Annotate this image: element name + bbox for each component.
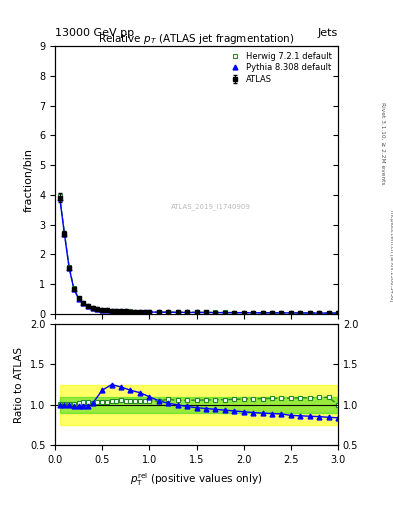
Herwig 7.2.1 default: [241, 310, 246, 316]
Herwig 7.2.1 default: [95, 306, 100, 312]
Line: Pythia 8.308 default: Pythia 8.308 default: [57, 196, 340, 315]
Herwig 7.2.1 default: [86, 303, 90, 309]
Herwig 7.2.1 default: [90, 305, 95, 311]
Herwig 7.2.1 default: [147, 309, 152, 315]
Herwig 7.2.1 default: [279, 310, 284, 316]
Pythia 8.308 default: [317, 310, 321, 316]
Herwig 7.2.1 default: [114, 308, 119, 314]
Pythia 8.308 default: [76, 296, 81, 302]
Pythia 8.308 default: [336, 310, 340, 316]
Pythia 8.308 default: [232, 310, 237, 316]
Pythia 8.308 default: [175, 309, 180, 315]
Herwig 7.2.1 default: [142, 309, 147, 315]
Herwig 7.2.1 default: [317, 310, 321, 316]
Text: mcplots.cern.ch [arXiv:1306.3436]: mcplots.cern.ch [arXiv:1306.3436]: [389, 210, 393, 302]
Pythia 8.308 default: [81, 301, 86, 307]
Herwig 7.2.1 default: [232, 309, 237, 315]
Title: Relative $p_{T}$ (ATLAS jet fragmentation): Relative $p_{T}$ (ATLAS jet fragmentatio…: [98, 32, 295, 46]
Herwig 7.2.1 default: [222, 309, 227, 315]
Line: Herwig 7.2.1 default: Herwig 7.2.1 default: [57, 194, 340, 315]
Y-axis label: fraction/bin: fraction/bin: [24, 148, 33, 212]
Pythia 8.308 default: [62, 231, 67, 237]
Pythia 8.308 default: [241, 310, 246, 316]
Herwig 7.2.1 default: [119, 308, 123, 314]
Herwig 7.2.1 default: [138, 309, 142, 315]
Pythia 8.308 default: [307, 310, 312, 316]
Herwig 7.2.1 default: [133, 309, 138, 315]
Pythia 8.308 default: [326, 310, 331, 316]
Pythia 8.308 default: [298, 310, 303, 316]
Pythia 8.308 default: [105, 307, 109, 313]
Herwig 7.2.1 default: [81, 300, 86, 306]
Pythia 8.308 default: [133, 309, 138, 315]
Pythia 8.308 default: [279, 310, 284, 316]
Text: Rivet 3.1.10, ≥ 2.2M events: Rivet 3.1.10, ≥ 2.2M events: [381, 102, 386, 185]
Herwig 7.2.1 default: [72, 285, 76, 291]
Pythia 8.308 default: [185, 309, 189, 315]
Pythia 8.308 default: [95, 306, 100, 312]
Herwig 7.2.1 default: [175, 309, 180, 315]
Pythia 8.308 default: [142, 309, 147, 315]
Herwig 7.2.1 default: [128, 308, 133, 314]
Legend: Herwig 7.2.1 default, Pythia 8.308 default, ATLAS: Herwig 7.2.1 default, Pythia 8.308 defau…: [225, 50, 334, 86]
Herwig 7.2.1 default: [105, 307, 109, 313]
Herwig 7.2.1 default: [123, 308, 128, 314]
Pythia 8.308 default: [166, 309, 171, 315]
Herwig 7.2.1 default: [251, 310, 255, 316]
Herwig 7.2.1 default: [194, 309, 199, 315]
Pythia 8.308 default: [204, 309, 208, 315]
X-axis label: $p_{\mathrm{T}}^{\mathrm{rel}}$ (positive values only): $p_{\mathrm{T}}^{\mathrm{rel}}$ (positiv…: [130, 471, 263, 487]
Pythia 8.308 default: [270, 310, 274, 316]
Pythia 8.308 default: [67, 265, 72, 271]
Herwig 7.2.1 default: [336, 310, 340, 316]
Pythia 8.308 default: [251, 310, 255, 316]
Herwig 7.2.1 default: [204, 309, 208, 315]
Pythia 8.308 default: [213, 309, 218, 315]
Pythia 8.308 default: [288, 310, 293, 316]
Herwig 7.2.1 default: [288, 310, 293, 316]
Herwig 7.2.1 default: [76, 295, 81, 301]
Pythia 8.308 default: [156, 309, 161, 315]
Herwig 7.2.1 default: [62, 230, 67, 236]
Herwig 7.2.1 default: [166, 309, 171, 315]
Text: Jets: Jets: [318, 28, 338, 38]
Pythia 8.308 default: [123, 308, 128, 314]
Pythia 8.308 default: [194, 309, 199, 315]
Herwig 7.2.1 default: [270, 310, 274, 316]
Pythia 8.308 default: [109, 308, 114, 314]
Pythia 8.308 default: [90, 305, 95, 311]
Herwig 7.2.1 default: [57, 194, 62, 200]
Pythia 8.308 default: [128, 309, 133, 315]
Pythia 8.308 default: [119, 308, 123, 314]
Pythia 8.308 default: [57, 195, 62, 201]
Herwig 7.2.1 default: [185, 309, 189, 315]
Pythia 8.308 default: [222, 310, 227, 316]
Herwig 7.2.1 default: [156, 309, 161, 315]
Herwig 7.2.1 default: [298, 310, 303, 316]
Herwig 7.2.1 default: [67, 264, 72, 270]
Y-axis label: Ratio to ATLAS: Ratio to ATLAS: [15, 347, 24, 422]
Text: ATLAS_2019_I1740909: ATLAS_2019_I1740909: [171, 203, 251, 210]
Pythia 8.308 default: [86, 303, 90, 309]
Herwig 7.2.1 default: [307, 310, 312, 316]
Pythia 8.308 default: [260, 310, 265, 316]
Text: 13000 GeV pp: 13000 GeV pp: [55, 28, 134, 38]
Herwig 7.2.1 default: [213, 309, 218, 315]
Pythia 8.308 default: [72, 286, 76, 292]
Pythia 8.308 default: [147, 309, 152, 315]
Pythia 8.308 default: [114, 308, 119, 314]
Herwig 7.2.1 default: [109, 307, 114, 313]
Pythia 8.308 default: [138, 309, 142, 315]
Pythia 8.308 default: [100, 307, 105, 313]
Herwig 7.2.1 default: [326, 310, 331, 316]
Herwig 7.2.1 default: [260, 310, 265, 316]
Herwig 7.2.1 default: [100, 307, 105, 313]
